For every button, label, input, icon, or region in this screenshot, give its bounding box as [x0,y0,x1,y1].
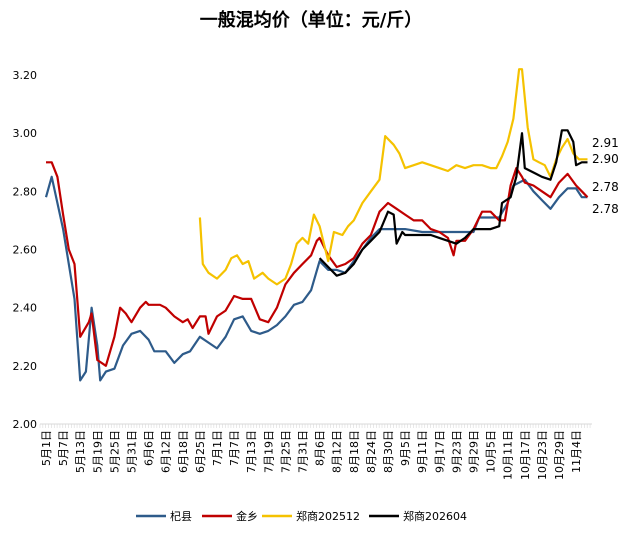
y-tick-label: 2.40 [13,302,38,315]
x-tick-label: 10月11日 [502,430,515,480]
x-tick-label: 5月1日 [40,430,53,466]
legend-label: 杞县 [170,509,192,523]
legend-label: 郑商202512 [296,509,360,523]
series-line-2 [198,68,588,286]
end-value-label: 2.90 [592,152,619,166]
x-tick-label: 5月19日 [91,430,104,473]
x-tick-label: 7月7日 [228,430,241,466]
y-tick-label: 3.00 [13,127,38,140]
x-tick-label: 6月25日 [194,430,207,473]
y-tick-label: 2.60 [13,244,38,257]
x-tick-label: 8月18日 [348,430,361,473]
x-tick-label: 5月31日 [126,430,139,473]
x-tick-label: 6月6日 [143,430,156,466]
y-tick-label: 2.20 [13,360,38,373]
x-tick-label: 7月25日 [279,430,292,473]
y-tick-label: 2.00 [13,418,38,431]
x-tick-label: 10月23日 [536,430,549,480]
x-tick-label: 8月12日 [331,430,344,473]
x-tick-label: 7月19日 [262,430,275,473]
x-tick-label: 9月5日 [399,430,412,466]
x-tick-label: 7月13日 [245,430,258,473]
x-tick-label: 6月12日 [160,430,173,473]
x-tick-label: 5月25日 [108,430,121,473]
series-line-3 [318,129,588,277]
x-tick-label: 10月5日 [485,430,498,473]
legend-label: 郑商202604 [403,509,467,523]
x-tick-label: 9月17日 [433,430,446,473]
x-tick-label: 10月17日 [519,430,532,480]
x-tick-label: 8月6日 [314,430,327,466]
chart-title: 一般混均价（单位：元/斤） [199,10,423,31]
series-line-1 [46,161,589,367]
x-tick-label: 9月23日 [450,430,463,473]
x-tick-label: 5月7日 [57,430,70,466]
x-tick-label: 7月1日 [211,430,224,466]
x-tick-label: 7月31日 [297,430,310,473]
series-line-0 [44,175,588,382]
x-tick-label: 11月4日 [570,430,583,473]
end-value-label: 2.91 [592,136,619,150]
x-tick-label: 10月29日 [553,430,566,480]
y-tick-label: 3.20 [13,69,38,82]
x-tick-label: 8月30日 [382,430,395,473]
y-tick-label: 2.80 [13,185,38,198]
x-tick-label: 5月13日 [74,430,87,473]
x-tick-label: 6月18日 [177,430,190,473]
end-value-label: 2.78 [592,180,619,194]
x-tick-label: 9月29日 [468,430,481,473]
end-value-label: 2.78 [592,202,619,216]
x-tick-label: 8月24日 [365,430,378,473]
legend-label: 金乡 [236,509,258,523]
x-tick-label: 9月11日 [416,430,429,473]
